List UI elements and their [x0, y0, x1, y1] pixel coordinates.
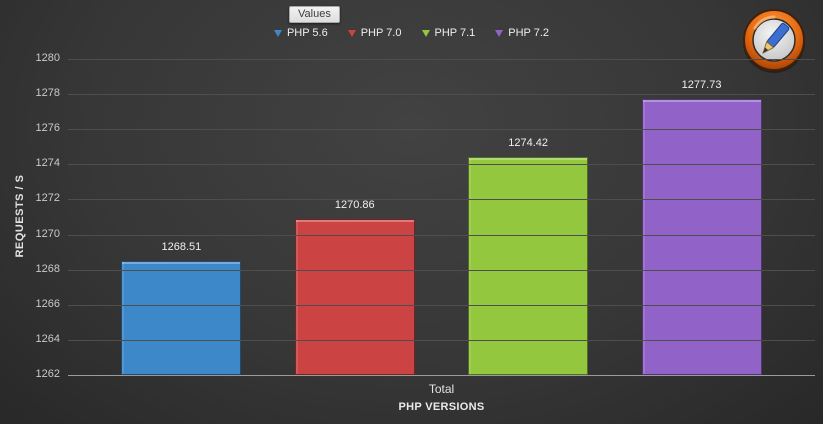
y-tick-label: 1264	[35, 332, 60, 345]
pencil-logo-icon[interactable]	[741, 8, 807, 74]
bar-value-label: 1270.86	[334, 199, 375, 212]
legend-item-label: PHP 7.0	[360, 27, 402, 39]
legend-item-label: PHP 5.6	[286, 27, 328, 39]
y-tick-label: 1266	[35, 297, 60, 310]
bar-php-7-2[interactable]	[641, 98, 762, 375]
gridline	[68, 304, 815, 306]
x-axis-title: PHP VERSIONS	[398, 401, 485, 413]
legend-marker-icon	[421, 29, 430, 37]
bar-wrap-php-7-1: 1274.42	[468, 137, 589, 375]
y-tick-label: 1280	[35, 52, 60, 64]
y-tick-label: 1272	[35, 192, 60, 205]
gridline	[68, 94, 815, 96]
legend-item-label: PHP 7.2	[508, 27, 550, 39]
legend-item-php-5-6[interactable]: PHP 5.6	[273, 27, 328, 39]
y-tick-label: 1276	[35, 122, 60, 135]
bar-wrap-php-7-0: 1270.86	[294, 199, 415, 375]
x-category-label: Total	[428, 382, 455, 396]
legend-item-php-7-2[interactable]: PHP 7.2	[495, 27, 549, 39]
bar-php-7-0[interactable]	[294, 219, 415, 375]
gridline	[68, 234, 815, 236]
bar-wrap-php-5-6: 1268.51	[121, 241, 242, 375]
y-tick-label: 1262	[35, 368, 60, 380]
bar-php-7-1[interactable]	[468, 156, 589, 375]
legend-marker-icon	[347, 29, 356, 37]
legend-item-php-7-0[interactable]: PHP 7.0	[347, 27, 402, 39]
legend-marker-icon	[495, 29, 504, 37]
bar-value-label: 1274.42	[508, 136, 549, 149]
y-tick-label: 1268	[35, 262, 60, 275]
bar-value-label: 1277.73	[681, 78, 722, 91]
legend-marker-icon	[273, 29, 282, 37]
y-tick-label: 1274	[35, 157, 60, 170]
plot-area: 1268.51 1270.86 1274.42 1277.73	[68, 59, 815, 376]
legend-item-php-7-1[interactable]: PHP 7.1	[421, 27, 476, 39]
y-axis-title: REQUESTS / S	[14, 174, 26, 258]
gridline	[68, 59, 815, 60]
legend-title: Values	[289, 6, 340, 23]
gridline	[68, 339, 815, 341]
y-tick-label: 1270	[35, 227, 60, 240]
legend-item-label: PHP 7.1	[434, 27, 476, 39]
y-tick-label: 1278	[35, 87, 60, 100]
x-axis-line	[68, 375, 815, 376]
gridline	[68, 199, 815, 201]
gridline	[68, 164, 815, 166]
gridline	[68, 129, 815, 131]
legend: PHP 5.6 PHP 7.0 PHP 7.1 PHP 7.2	[0, 27, 823, 39]
gridline	[68, 269, 815, 271]
bar-series-group: 1268.51 1270.86 1274.42 1277.73	[68, 59, 815, 375]
bar-php-5-6[interactable]	[121, 260, 242, 375]
bar-wrap-php-7-2: 1277.73	[641, 79, 762, 375]
bar-value-label: 1268.51	[161, 240, 202, 253]
